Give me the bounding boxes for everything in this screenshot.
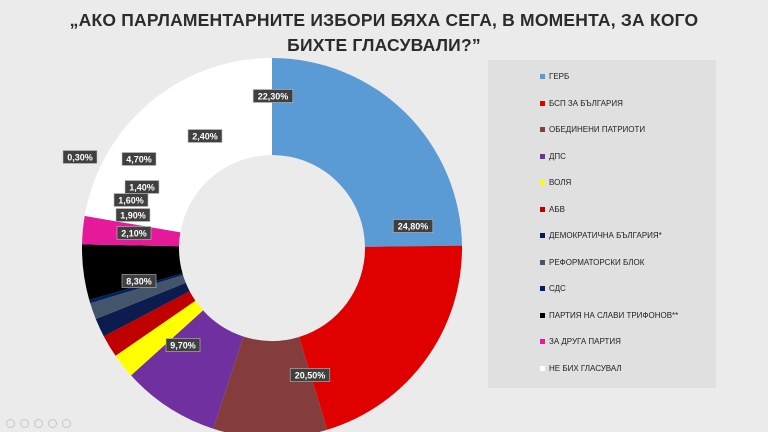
legend-item: ПАРТИЯ НА СЛАВИ ТРИФОНОВ** — [540, 311, 678, 320]
svg-text:22,30%: 22,30% — [258, 91, 289, 101]
legend-swatch — [540, 233, 545, 238]
slide-icon[interactable] — [48, 419, 57, 428]
legend-label: НЕ БИХ ГЛАСУВАЛ — [549, 363, 622, 373]
svg-text:1,60%: 1,60% — [118, 195, 144, 205]
legend-swatch — [540, 339, 545, 344]
data-label: 24,80% — [392, 219, 434, 233]
svg-text:9,70%: 9,70% — [170, 340, 196, 350]
slice-абв — [103, 291, 196, 356]
slice-герб — [272, 58, 462, 247]
data-label: 9,70% — [165, 338, 201, 352]
legend-swatch — [540, 100, 545, 106]
legend-item: ДЕМОКРАТИЧНА БЪЛГАРИЯ* — [540, 231, 662, 240]
data-label: 0,30% — [62, 150, 98, 164]
legend-item: ГЕРБ — [540, 72, 569, 81]
legend: ГЕРБ БСП ЗА БЪЛГАРИЯ ОБЕДИНЕНИ ПАТРИОТИ ДПС… — [488, 60, 716, 388]
legend-item: АБВ — [540, 205, 565, 214]
legend-swatch — [540, 286, 545, 291]
legend-label: ОБЕДИНЕНИ ПАТРИОТИ — [549, 125, 646, 134]
data-label: 8,30% — [121, 274, 157, 288]
legend-swatch — [540, 206, 545, 212]
legend-label: БСП ЗА БЪЛГАРИЯ — [549, 98, 623, 108]
data-label: 1,90% — [115, 208, 151, 222]
slice-демократична-българия — [95, 282, 190, 337]
data-label: 2,40% — [187, 129, 223, 143]
legend-item: ДПС — [540, 152, 566, 161]
data-label: 20,50% — [289, 368, 331, 382]
legend-label: СДС — [549, 284, 566, 293]
svg-text:8,30%: 8,30% — [126, 276, 152, 286]
slice-бсп-за-българия — [299, 245, 462, 430]
data-label: 1,40% — [124, 180, 160, 194]
slide-icon[interactable] — [20, 419, 29, 428]
svg-text:0,30%: 0,30% — [67, 152, 93, 162]
svg-text:1,90%: 1,90% — [120, 210, 146, 220]
legend-swatch — [540, 365, 545, 371]
legend-item: ОБЕДИНЕНИ ПАТРИОТИ — [540, 125, 645, 134]
slide-icon[interactable] — [34, 419, 43, 428]
slice-сдс — [89, 273, 184, 304]
svg-text:24,80%: 24,80% — [398, 221, 429, 231]
slice-воля — [115, 300, 204, 376]
legend-item: ВОЛЯ — [540, 178, 571, 187]
legend-swatch — [540, 127, 545, 132]
legend-label: ПАРТИЯ НА СЛАВИ ТРИФОНОВ** — [549, 310, 679, 320]
legend-swatch — [540, 312, 545, 318]
legend-label: ГЕРБ — [549, 72, 570, 81]
legend-item: ЗА ДРУГА ПАРТИЯ — [540, 337, 621, 346]
data-label: 2,10% — [116, 226, 152, 240]
legend-label: ВОЛЯ — [549, 178, 572, 187]
data-label: 1,60% — [113, 193, 149, 207]
slice-обединени-патриоти — [213, 336, 328, 432]
slide-icon[interactable] — [6, 419, 15, 428]
legend-swatch — [540, 259, 545, 265]
slide-icon[interactable] — [62, 419, 71, 428]
legend-label: ДПС — [549, 151, 566, 161]
legend-item: РЕФОРМАТОРСКИ БЛОК — [540, 258, 644, 267]
chart-title: „АКО ПАРЛАМЕНТАРНИТЕ ИЗБОРИ БЯХА СЕГА, В… — [69, 10, 699, 55]
svg-text:2,10%: 2,10% — [121, 228, 147, 238]
legend-swatch — [540, 180, 545, 185]
legend-label: АБВ — [549, 204, 565, 214]
legend-item: СДС — [540, 284, 566, 293]
svg-text:1,40%: 1,40% — [129, 182, 155, 192]
svg-text:20,50%: 20,50% — [295, 370, 326, 380]
legend-label: ЗА ДРУГА ПАРТИЯ — [549, 337, 621, 346]
data-label: 22,30% — [252, 89, 294, 103]
legend-swatch — [540, 74, 545, 79]
slice-реформаторски-блок — [90, 275, 186, 320]
legend-item: БСП ЗА БЪЛГАРИЯ — [540, 99, 623, 108]
svg-text:2,40%: 2,40% — [192, 131, 218, 141]
slice-не-бих-гласувал — [84, 58, 272, 233]
legend-item: НЕ БИХ ГЛАСУВАЛ — [540, 364, 622, 373]
legend-label: РЕФОРМАТОРСКИ БЛОК — [549, 257, 645, 267]
svg-text:4,70%: 4,70% — [126, 154, 152, 164]
legend-swatch — [540, 153, 545, 159]
slice-дпс — [131, 310, 244, 429]
legend-label: ДЕМОКРАТИЧНА БЪЛГАРИЯ* — [549, 231, 662, 240]
slice-партия-на-слави-трифонов — [82, 244, 183, 300]
data-label: 4,70% — [121, 152, 157, 166]
